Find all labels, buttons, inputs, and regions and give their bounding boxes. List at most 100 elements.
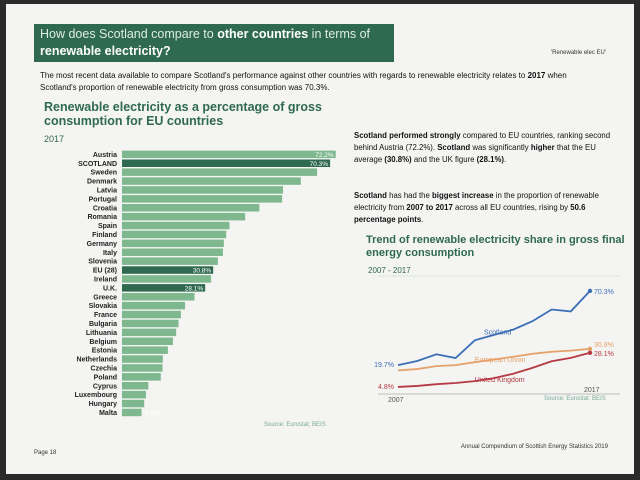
- bar-category-label: Croatia: [93, 205, 117, 212]
- note2-t4: .: [421, 215, 424, 224]
- bar-category-label: Germany: [87, 241, 117, 248]
- intro-text-1: The most recent data available to compar…: [40, 71, 528, 80]
- line-chart-subtitle: 2007 - 2017: [368, 266, 411, 275]
- note1-b1: Scotland performed strongly: [354, 131, 461, 140]
- question-line-2: renewable electricity?: [40, 44, 171, 58]
- note1-b5: (28.1%): [476, 155, 504, 164]
- bar-category-label: Ireland: [94, 277, 117, 284]
- note1-t2: was significantly: [470, 143, 531, 152]
- note1-t4: and the UK figure: [411, 155, 477, 164]
- series-name-label: European Union: [475, 357, 526, 364]
- page-number: Page 18: [34, 450, 57, 456]
- x-tick-label: 2017: [584, 387, 600, 394]
- question-text-start: How does Scotland compare to: [40, 27, 218, 41]
- bar: [122, 284, 206, 292]
- series-end-label: 30.8%: [594, 342, 614, 349]
- bar-category-label: Slovakia: [89, 303, 118, 310]
- bar-chart-subtitle: 2017: [44, 134, 65, 144]
- bar-category-label: Denmark: [87, 179, 117, 186]
- note1-b2: Scotland: [437, 143, 471, 152]
- bar: [122, 257, 218, 265]
- increase-note: Scotland has had the biggest increase in…: [354, 190, 620, 226]
- bar: [122, 355, 163, 363]
- series-line-2: [397, 351, 591, 388]
- intro-paragraph: The most recent data available to compar…: [40, 70, 600, 94]
- bar-category-label: Estonia: [92, 348, 117, 355]
- bar-category-label: Cyprus: [93, 383, 117, 390]
- bar: [122, 168, 318, 176]
- bar: [122, 159, 331, 167]
- bar-value-label: 6.6%: [145, 410, 160, 417]
- bar: [122, 319, 179, 328]
- bar-value-label: 28.1%: [185, 285, 204, 292]
- note1-t3: that the EU average: [354, 143, 596, 164]
- bar: [122, 177, 301, 185]
- bar-category-label: Netherlands: [77, 357, 118, 364]
- report-page: How does Scotland compare to other count…: [6, 4, 634, 474]
- bar-category-label: Luxembourg: [75, 392, 117, 399]
- series-name-label: Scotland: [484, 329, 511, 336]
- bar-category-label: Lithuania: [86, 330, 117, 337]
- bar: [122, 399, 145, 408]
- note2-b3: 2007 to 2017: [406, 203, 453, 212]
- bar-category-label: Romania: [87, 214, 117, 221]
- bar: [122, 212, 246, 221]
- x-tick-label: 2007: [388, 397, 404, 404]
- bar: [122, 239, 224, 248]
- bar-category-label: Hungary: [89, 401, 118, 408]
- question-banner: How does Scotland compare to other count…: [34, 24, 394, 62]
- note2-b2: biggest increase: [432, 191, 494, 200]
- bar: [122, 373, 161, 381]
- bar-category-label: France: [94, 312, 117, 319]
- bar-category-label: Finland: [92, 232, 117, 239]
- note2-t3: across all EU countries, rising by: [452, 203, 571, 212]
- intro-text-2: when Scotland's proportion of renewable …: [40, 71, 567, 92]
- bar-category-label: Spain: [98, 223, 117, 230]
- bar: [122, 310, 181, 319]
- intro-year: 2017: [527, 71, 546, 80]
- series-end-point: [587, 346, 593, 352]
- bar: [122, 186, 284, 194]
- bar: [122, 230, 227, 239]
- bar: [122, 346, 168, 354]
- bar-category-label: Belgium: [89, 339, 117, 346]
- note2-t1: has had the: [386, 191, 433, 200]
- bar: [122, 408, 142, 417]
- bar: [122, 328, 177, 337]
- note2-b4: 50.6 percentage points: [354, 203, 586, 224]
- bar-category-label: Portugal: [89, 196, 117, 203]
- series-end-point: [587, 288, 593, 294]
- note1-b3: higher: [530, 143, 555, 152]
- bar-category-label: EU (28): [93, 268, 117, 275]
- bar-category-label: Latvia: [97, 188, 117, 195]
- bar-value-label: 72.2%: [315, 152, 334, 159]
- note1-t1: compared to EU countries, ranking second…: [354, 131, 611, 152]
- bar-value-label: 70.3%: [310, 161, 329, 168]
- bar: [122, 293, 195, 301]
- line-chart-source: Source: Eurostat; BEIS: [544, 396, 606, 402]
- bar-category-label: Malta: [99, 410, 117, 417]
- bar-category-label: Slovenia: [88, 259, 117, 266]
- series-line-0: [397, 290, 591, 366]
- note2-t2: in the proportion of renewable electrici…: [354, 191, 599, 212]
- note2-b1: Scotland: [354, 191, 387, 200]
- series-line-1: [397, 347, 591, 372]
- series-start-label: 4.8%: [378, 384, 394, 391]
- bar: [122, 221, 230, 230]
- bar: [122, 301, 186, 310]
- note1-b4: (30.8%): [384, 155, 412, 164]
- bar-category-label: U.K.: [103, 285, 117, 292]
- bar-category-label: Italy: [103, 250, 117, 257]
- series-end-label: 28.1%: [594, 351, 614, 358]
- question-text-end: in terms of: [308, 27, 371, 41]
- bar: [122, 275, 212, 283]
- bar: [122, 382, 149, 390]
- series-end-label: 70.3%: [594, 289, 614, 296]
- bar-category-label: Poland: [94, 374, 117, 381]
- note1-t5: .: [503, 155, 507, 164]
- bar-chart-source: Source: Eurostat; BEIS: [264, 422, 326, 428]
- publication-name: Annual Compendium of Scottish Energy Sta…: [460, 444, 608, 450]
- series-start-label: 19.7%: [374, 362, 394, 369]
- bar: [122, 337, 173, 345]
- line-chart-title: Trend of renewable electricity share in …: [366, 234, 625, 259]
